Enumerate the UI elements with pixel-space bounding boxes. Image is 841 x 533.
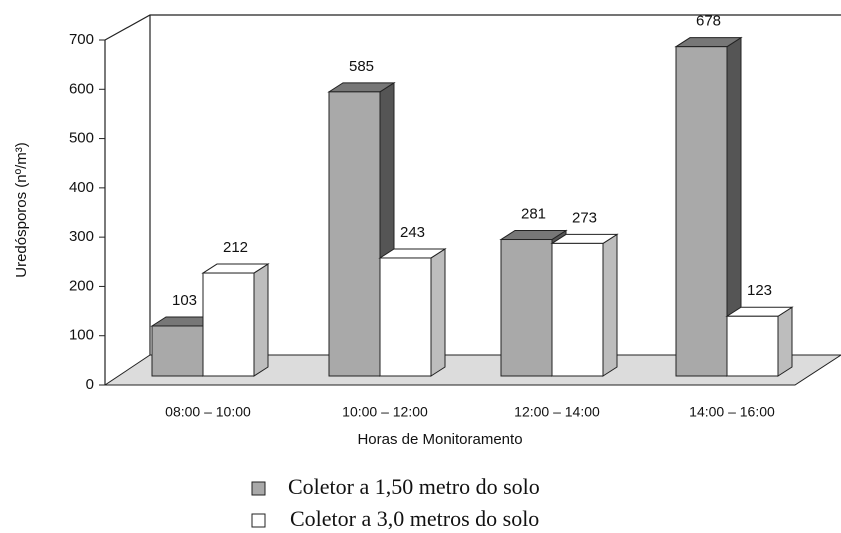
legend-label: Coletor a 3,0 metros do solo <box>290 506 539 531</box>
legend-swatch <box>251 513 266 528</box>
x-tick-label: 10:00 – 12:00 <box>342 404 428 420</box>
bar <box>202 272 255 377</box>
value-label: 123 <box>747 282 772 299</box>
value-label: 212 <box>223 239 248 256</box>
value-label: 103 <box>172 292 197 309</box>
bar-side <box>430 248 446 377</box>
bar <box>551 242 604 377</box>
legend-label: Coletor a 1,50 metro do solo <box>288 474 540 499</box>
bar <box>500 239 553 377</box>
y-tick-label: 500 <box>69 130 94 147</box>
x-axis-label: Horas de Monitoramento <box>357 431 522 448</box>
floor <box>103 354 841 386</box>
y-tick-label: 400 <box>69 179 94 196</box>
value-label: 281 <box>521 205 546 222</box>
bar-side <box>253 263 269 377</box>
y-tick-label: 200 <box>69 277 94 294</box>
y-tick-label: 100 <box>69 327 94 344</box>
x-tick-label: 12:00 – 14:00 <box>514 404 600 420</box>
y-tick-label: 0 <box>86 376 94 393</box>
y-tick-label: 300 <box>69 228 94 245</box>
x-tick-label: 14:00 – 16:00 <box>689 404 775 420</box>
value-label: 243 <box>400 224 425 241</box>
bar <box>151 325 204 377</box>
value-label: 273 <box>572 209 597 226</box>
back-wall-top <box>104 14 841 41</box>
x-tick-label: 08:00 – 10:00 <box>165 404 251 420</box>
bar <box>379 257 432 377</box>
y-tick-label: 700 <box>69 31 94 48</box>
bar <box>328 91 381 377</box>
bar-side <box>602 233 618 377</box>
bar-side <box>777 306 793 377</box>
y-tick-label: 600 <box>69 80 94 97</box>
value-label: 585 <box>349 58 374 75</box>
y-axis-label: Uredósporos (nº/m³) <box>13 142 30 278</box>
legend-swatch <box>251 481 266 496</box>
bar <box>726 315 779 377</box>
value-label: 678 <box>696 13 721 30</box>
bar <box>675 46 728 377</box>
